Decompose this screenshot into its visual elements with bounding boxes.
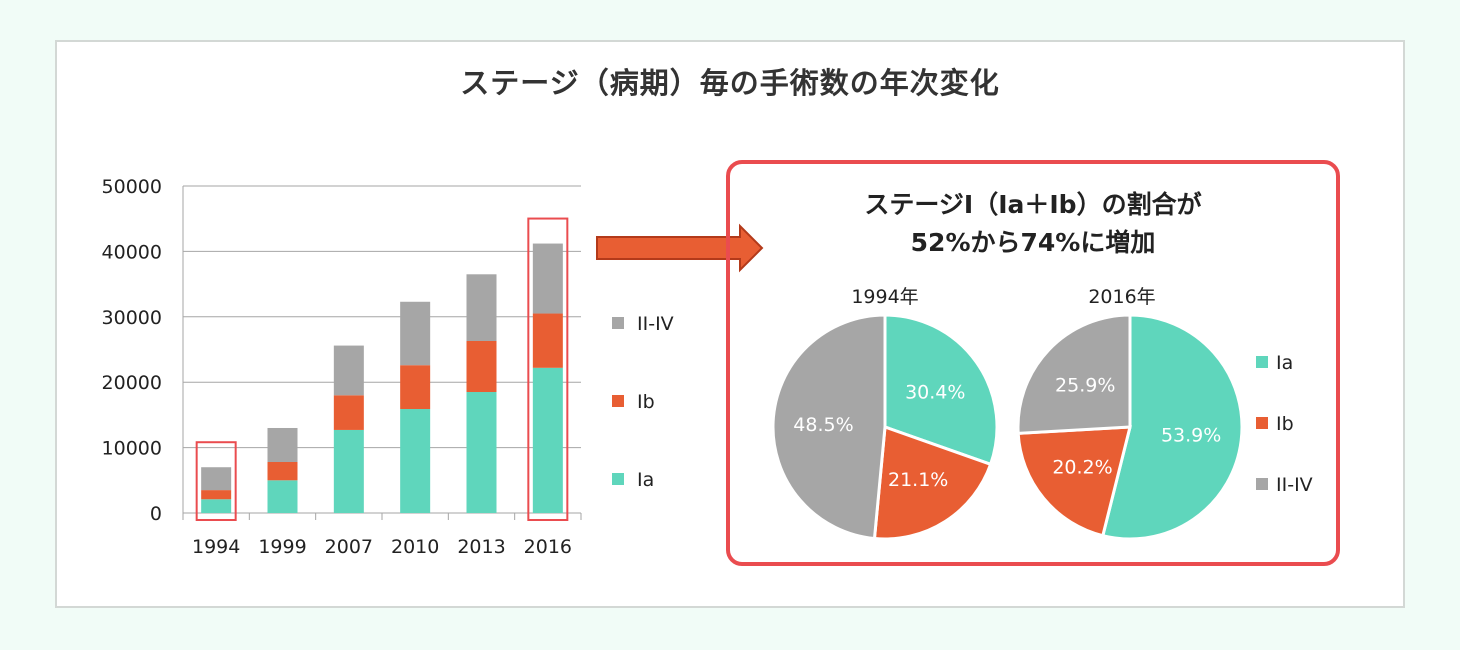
- x-tick-label: 1994: [192, 536, 240, 558]
- bar-segment-ia-2016: [532, 367, 563, 513]
- y-tick-label: 30000: [102, 307, 162, 329]
- bar-segment-ib-2010: [400, 365, 431, 410]
- pie-data-label: 25.9%: [1055, 375, 1115, 397]
- bar-segment-ia-1994: [201, 499, 232, 513]
- y-tick-label: 20000: [102, 372, 162, 394]
- arrow-icon: [596, 223, 764, 273]
- bar-segment-ii-iv-2010: [400, 301, 431, 366]
- pie-slice-ia: [883, 313, 999, 467]
- pie-slice-ia: [1101, 313, 1244, 541]
- y-tick-label: 40000: [102, 241, 162, 263]
- legend-label: Ia: [637, 469, 654, 491]
- x-tick-label: 2007: [325, 536, 373, 558]
- highlight-callout-box: [726, 160, 1340, 566]
- figure-title: ステージ（病期）毎の手術数の年次変化: [460, 66, 1000, 100]
- legend-label: Ib: [637, 391, 655, 413]
- x-tick-label: 2016: [524, 536, 572, 558]
- bar-segment-ib-1999: [267, 461, 298, 481]
- highlight-box-2016: [527, 217, 569, 521]
- bar-segment-ib-2013: [466, 340, 497, 393]
- bar-segment-ia-2007: [333, 429, 364, 513]
- bar-segment-ii-iv-2007: [333, 345, 364, 396]
- pie-legend-swatch-ii-iv: [1256, 478, 1268, 490]
- pie-legend-swatch-ib: [1256, 417, 1268, 429]
- pie-data-label: 48.5%: [793, 414, 853, 436]
- bar-segment-ia-1999: [267, 480, 298, 513]
- legend-swatch-ib: [612, 395, 624, 407]
- bar-segment-ib-2016: [532, 313, 563, 368]
- bar-segment-ia-2010: [400, 409, 431, 513]
- bar-segment-ia-2013: [466, 392, 497, 513]
- pie-legend-label: Ib: [1276, 413, 1294, 435]
- callout-line-2: 52%から74%に増加: [910, 228, 1156, 257]
- bar-segment-ii-iv-2016: [532, 243, 563, 314]
- x-tick-label: 1999: [258, 536, 306, 558]
- pie-legend-label: II-IV: [1276, 474, 1313, 496]
- pie-slice-ii-iv: [1016, 313, 1132, 435]
- legend-label: II-IV: [637, 313, 674, 335]
- y-tick-label: 0: [150, 503, 162, 525]
- bar-segment-ii-iv-1994: [201, 467, 232, 491]
- pie-title: 1994年: [851, 286, 918, 308]
- bar-segment-ii-iv-1999: [267, 427, 298, 462]
- legend-swatch-ia: [612, 473, 624, 485]
- y-tick-label: 50000: [102, 176, 162, 198]
- bar-segment-ii-iv-2013: [466, 274, 497, 341]
- bar-segment-ib-1994: [201, 490, 232, 500]
- bar-chart: 0 10000 20000 30000 40000 50000 1994 1999 2007 20…: [102, 176, 674, 558]
- bar-segment-ib-2007: [333, 395, 364, 430]
- highlight-box-1994: [195, 441, 237, 521]
- pie-data-label: 30.4%: [905, 381, 965, 403]
- pie-slice-ib: [872, 424, 993, 541]
- pie-data-label: 53.9%: [1161, 425, 1221, 447]
- pie-slice-ii-iv: [771, 313, 887, 541]
- pie-charts: 30.4% 21.1% 48.5% 1994年 53.9% 20.2% 25.9% 2016年…: [771, 286, 1313, 541]
- x-tick-label: 2010: [391, 536, 439, 558]
- pie-title: 2016年: [1088, 286, 1155, 308]
- legend-swatch-ii-iv: [612, 317, 624, 329]
- pie-legend-swatch-ia: [1256, 356, 1268, 368]
- x-tick-label: 2013: [457, 536, 505, 558]
- pie-legend-label: Ia: [1276, 352, 1293, 374]
- y-tick-label: 10000: [102, 438, 162, 460]
- pie-data-label: 20.2%: [1052, 456, 1112, 478]
- callout-line-1: ステージⅠ（Ⅰa＋Ⅰb）の割合が: [864, 190, 1202, 219]
- pie-data-label: 21.1%: [888, 469, 948, 491]
- pie-slice-ib: [1016, 425, 1132, 538]
- callout-title: ステージⅠ（Ⅰa＋Ⅰb）の割合が 52%から74%に増加: [726, 186, 1340, 262]
